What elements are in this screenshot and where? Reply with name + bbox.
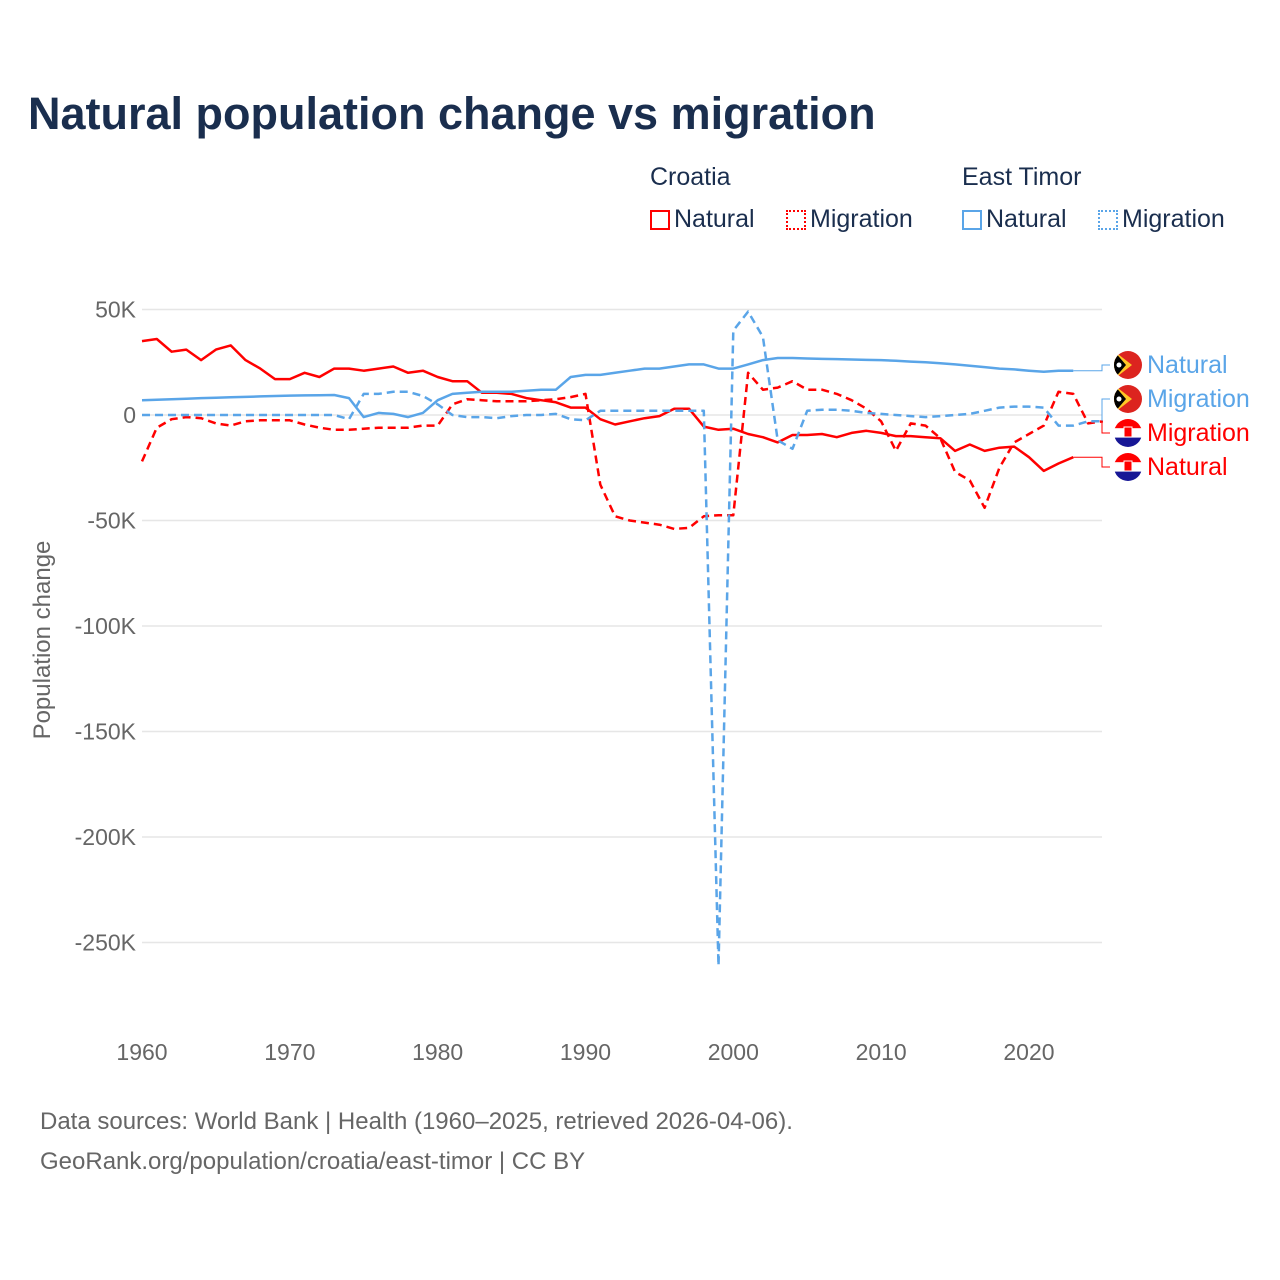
- footer-sources: Data sources: World Bank | Health (1960–…: [40, 1108, 793, 1135]
- x-tick-label: 1960: [116, 1039, 167, 1065]
- legend-group-east-timor-title: East Timor: [962, 163, 1082, 191]
- legend-swatch-dotted: [1098, 210, 1118, 230]
- legend-label: Migration: [1122, 205, 1225, 233]
- legend-swatch-solid: [650, 210, 670, 230]
- y-tick-label: -100K: [75, 613, 137, 639]
- legend-croatia-natural[interactable]: Natural: [650, 205, 755, 234]
- y-tick-label: 0: [123, 402, 136, 428]
- y-axis-label: Population change: [29, 541, 56, 740]
- legend-label: Migration: [810, 205, 913, 233]
- legend-swatch-solid: [962, 210, 982, 230]
- footer-link[interactable]: GeoRank.org/population/croatia/east-timo…: [40, 1148, 586, 1175]
- end-label: Migration: [1147, 385, 1250, 413]
- end-label: Natural: [1147, 453, 1228, 481]
- legend-croatia-migration[interactable]: Migration: [786, 205, 913, 234]
- east-timor-flag-icon: [1114, 385, 1142, 413]
- legend-east-timor-migration[interactable]: Migration: [1098, 205, 1225, 234]
- label-leader-line: [1073, 456, 1110, 468]
- end-label: Natural: [1147, 351, 1228, 379]
- croatia-flag-icon: [1114, 419, 1142, 447]
- x-tick-label: 1970: [264, 1039, 315, 1065]
- croatia-flag-icon: [1114, 453, 1142, 481]
- x-tick-label: 1980: [412, 1039, 463, 1065]
- series-line-east-timor-natural: [141, 356, 1074, 419]
- end-label: Migration: [1147, 419, 1250, 447]
- label-leader-line: [1101, 420, 1110, 434]
- label-leader-line: [1073, 364, 1110, 372]
- legend-label: Natural: [674, 205, 755, 233]
- y-tick-label: -50K: [87, 508, 136, 534]
- series-line-croatia-natural: [141, 337, 1074, 473]
- legend-group-croatia-title: Croatia: [650, 163, 731, 191]
- legend-east-timor-natural[interactable]: Natural: [962, 205, 1067, 234]
- series-line-east-timor-migration: [142, 310, 1103, 967]
- x-tick-label: 2010: [856, 1039, 907, 1065]
- y-tick-label: -250K: [75, 930, 137, 956]
- label-leader-line: [1101, 398, 1110, 422]
- chart-title: Natural population change vs migration: [28, 88, 876, 139]
- y-tick-label: -200K: [75, 824, 137, 850]
- x-tick-label: 2020: [1003, 1039, 1054, 1065]
- x-tick-label: 2000: [708, 1039, 759, 1065]
- x-tick-label: 1990: [560, 1039, 611, 1065]
- east-timor-flag-icon: [1114, 351, 1142, 379]
- y-tick-label: 50K: [95, 297, 137, 323]
- y-tick-label: -150K: [75, 719, 137, 745]
- series-line-croatia-migration: [140, 371, 1104, 531]
- legend-swatch-dotted: [786, 210, 806, 230]
- legend-label: Natural: [986, 205, 1067, 233]
